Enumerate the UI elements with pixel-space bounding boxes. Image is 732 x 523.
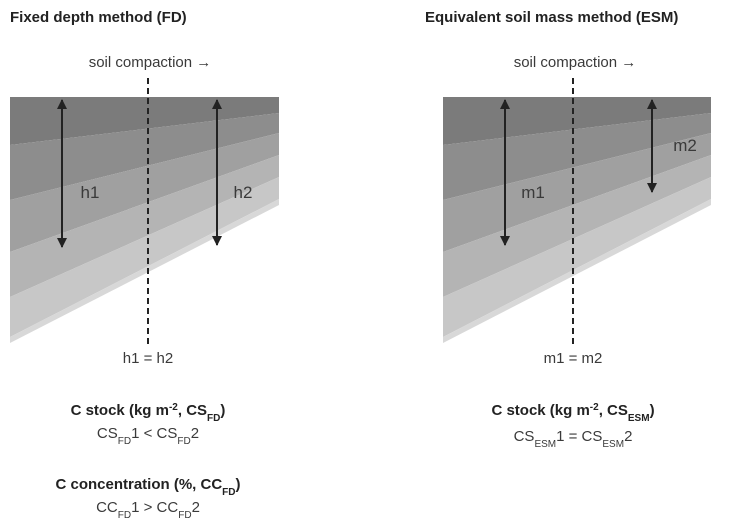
soil-layer <box>443 177 711 337</box>
soil-layer <box>10 155 279 297</box>
compaction-label: soil compaction → <box>89 54 212 71</box>
concentration-relation: CCFD1 > CCFD2 <box>96 499 200 521</box>
stock-relation: CSFD1 < CSFD2 <box>97 425 199 447</box>
soil-layer <box>10 177 279 337</box>
arrow-label: h2 <box>234 183 253 202</box>
soil-layer <box>443 133 711 252</box>
equality: h1 = h2 <box>123 350 173 367</box>
soil-layer <box>10 113 279 200</box>
arrow-label: m2 <box>673 136 697 155</box>
arrow-label: m1 <box>521 183 545 202</box>
soil-layer <box>10 97 279 145</box>
panel-title: Equivalent soil mass method (ESM) <box>425 9 678 26</box>
concentration-label: C concentration (%, CCFD) <box>55 476 240 498</box>
arrow-label: h1 <box>81 183 100 202</box>
stock-relation: CSESM1 = CSESM2 <box>514 428 633 450</box>
soil-layer <box>443 97 711 145</box>
soil-layer <box>443 113 711 200</box>
stock-label: C stock (kg m-2, CSFD) <box>71 402 226 424</box>
compaction-label: soil compaction → <box>514 54 637 71</box>
panel-title: Fixed depth method (FD) <box>10 9 187 26</box>
soil-layer <box>10 133 279 252</box>
stock-label: C stock (kg m-2, CSESM) <box>491 402 654 424</box>
soil-layer <box>443 155 711 297</box>
equality: m1 = m2 <box>544 350 603 367</box>
